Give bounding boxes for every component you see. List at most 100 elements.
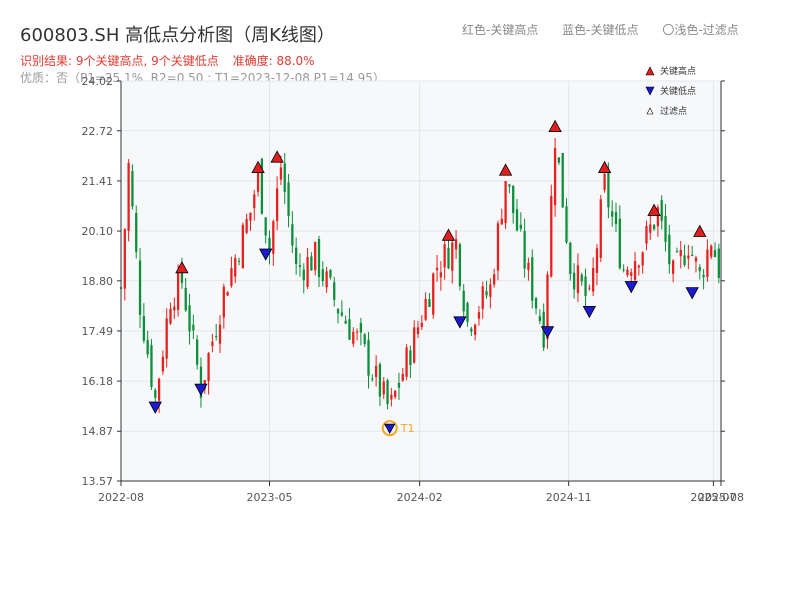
candle-body <box>390 394 393 400</box>
key-high-marker <box>693 224 707 237</box>
candle-body <box>165 318 168 359</box>
candle-body <box>306 256 309 287</box>
result-accuracy: 准确度: 88.0% <box>232 54 315 68</box>
candle-body <box>135 213 138 252</box>
candle-body <box>595 248 599 273</box>
candle-body <box>451 242 454 271</box>
candle-body <box>127 162 130 231</box>
candle-body <box>237 260 241 262</box>
candle-body <box>355 331 359 333</box>
candle-body <box>344 320 347 324</box>
candle-body <box>234 258 237 277</box>
candle-body <box>302 269 305 281</box>
candle-body <box>649 224 652 233</box>
key-high-marker <box>597 160 612 173</box>
candle-body <box>512 185 515 214</box>
candle-body <box>333 282 336 300</box>
t1-low-marker <box>384 423 396 435</box>
candle-body <box>698 266 701 272</box>
candle-body <box>264 217 267 236</box>
candle-body <box>428 299 431 307</box>
candle-body <box>485 291 488 296</box>
candle-body <box>477 312 481 319</box>
legend-low-symbol <box>645 86 655 96</box>
candle-body <box>180 263 184 283</box>
candle-body <box>496 223 500 271</box>
candle-body <box>397 382 401 388</box>
candle-body <box>592 268 595 292</box>
candle-body <box>211 341 214 347</box>
candle-body <box>531 257 534 301</box>
candle-body <box>230 268 233 286</box>
candle-body <box>687 255 690 259</box>
candle-body <box>215 336 218 338</box>
candle-body <box>157 378 161 401</box>
candle-body <box>443 244 446 268</box>
candle-body <box>683 255 686 266</box>
result-count: 识别结果: 9个关键高点, 9个关键低点 <box>20 54 219 68</box>
candle-body <box>550 195 553 277</box>
x-tick-label: 2023-05 <box>247 491 293 504</box>
candle-body <box>287 182 290 217</box>
legend-light-label: 〇浅色-过滤点 <box>662 23 739 37</box>
candle-body <box>645 226 648 244</box>
y-tick-label: 22.72 <box>82 125 114 138</box>
candle-body <box>675 251 679 253</box>
legend-high-symbol <box>645 66 655 76</box>
key-high-marker <box>647 203 661 216</box>
candle-body <box>641 252 644 266</box>
key-high-marker <box>548 119 562 132</box>
candle-body <box>702 274 705 278</box>
candle-body <box>504 180 507 224</box>
y-tick-label: 13.57 <box>82 475 114 488</box>
key-point-markers: T1 <box>148 119 707 437</box>
candle-body <box>603 173 606 191</box>
t1-label: T1 <box>400 422 415 435</box>
candle-body <box>607 169 610 208</box>
candle-body <box>310 256 313 271</box>
candle-body <box>359 322 363 333</box>
legend-entry-label: 过滤点 <box>660 105 687 117</box>
candle-body <box>340 312 343 316</box>
candle-body <box>256 166 260 192</box>
candle-body <box>325 271 328 288</box>
candle-body <box>523 230 526 269</box>
key-low-marker <box>194 383 208 396</box>
y-tick-label: 20.10 <box>82 225 114 238</box>
candle-body <box>534 298 538 309</box>
key-low-marker <box>453 316 467 329</box>
candle-body <box>394 390 397 398</box>
key-high-marker <box>251 160 265 173</box>
candle-body <box>599 199 602 258</box>
candle-body <box>519 224 522 229</box>
candle-body <box>500 218 503 225</box>
candle-body <box>363 334 366 345</box>
candle-body <box>588 287 591 289</box>
key-low-marker <box>259 248 273 261</box>
candle-body <box>717 248 720 278</box>
candle-body <box>317 238 321 278</box>
candle-body <box>565 206 568 243</box>
candle-body <box>291 224 294 246</box>
candle-body <box>298 265 302 267</box>
candle-body <box>260 158 264 214</box>
candle-body <box>569 242 572 274</box>
candle-body <box>454 239 458 250</box>
candle-body <box>382 381 385 395</box>
candle-body <box>283 163 286 192</box>
candle-body <box>633 261 637 280</box>
candle-body <box>173 306 176 311</box>
result-line: 识别结果: 9个关键高点, 9个关键低点 准确度: 88.0% <box>20 52 325 69</box>
y-tick-label: 14.87 <box>82 425 114 438</box>
candle-body <box>374 365 378 378</box>
candle-body <box>576 265 580 294</box>
candle-body <box>660 200 663 221</box>
candle-body <box>493 274 496 285</box>
x-tick-label: 2022-08 <box>98 491 144 504</box>
key-high-marker <box>498 163 513 176</box>
candle-body <box>546 274 549 340</box>
candle-body <box>561 153 564 208</box>
legend-filtered-symbol <box>646 107 654 115</box>
candle-body <box>348 319 351 340</box>
